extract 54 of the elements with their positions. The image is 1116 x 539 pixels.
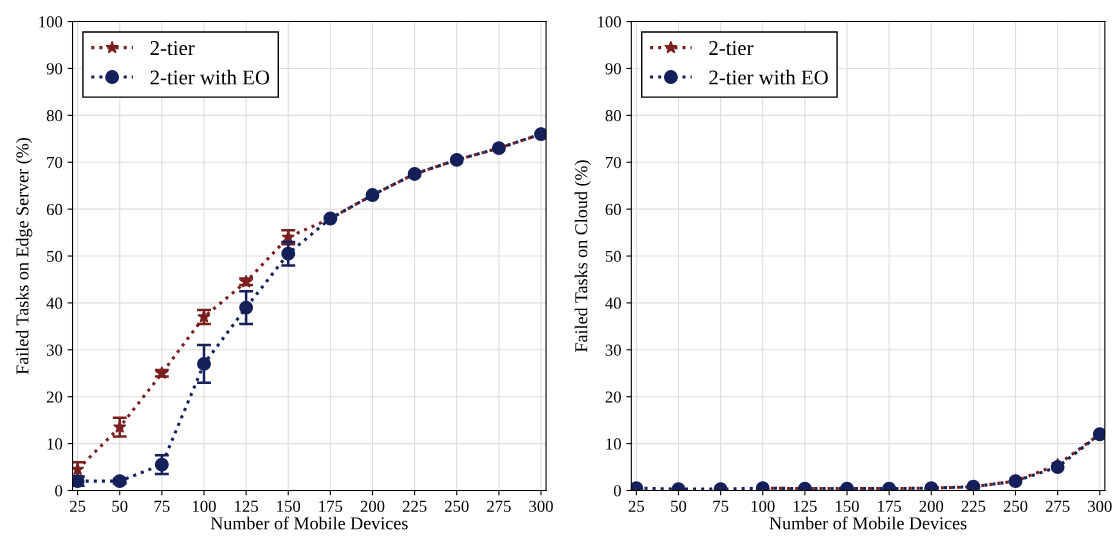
- y-tick-label: 40: [46, 297, 63, 309]
- y-tick-label: 0: [55, 485, 63, 497]
- y-tick-label: 50: [605, 250, 621, 262]
- x-tick-label: 100: [192, 500, 216, 512]
- x-axis-title: Number of Mobile Devices: [210, 516, 408, 530]
- legend-label: 2-tier: [709, 41, 754, 56]
- y-tick-label: 10: [606, 438, 621, 450]
- x-tick-label: 225: [961, 500, 986, 512]
- legend-label: 2-tier with EO: [150, 69, 270, 85]
- x-tick-label: 125: [235, 500, 258, 512]
- x-tick-label: 175: [319, 500, 343, 512]
- y-axis-title: Failed Tasks on Edge Server (%): [15, 138, 33, 375]
- y-tick-label: 100: [39, 16, 63, 28]
- y-tick-label: 90: [605, 63, 621, 75]
- legend-label: 2-tier with EO: [709, 69, 828, 85]
- y-tick-label: 100: [598, 16, 621, 28]
- x-tick-label: 300: [1088, 500, 1112, 512]
- legend-label: 2-tier: [150, 41, 195, 56]
- y-tick-label: 50: [47, 250, 63, 262]
- x-tick-label: 25: [628, 500, 645, 512]
- y-tick-label: 60: [46, 203, 63, 216]
- x-tick-label: 250: [444, 500, 469, 512]
- x-tick-label: 300: [529, 500, 553, 512]
- x-tick-label: 275: [487, 500, 511, 512]
- x-tick-label: 150: [277, 500, 301, 512]
- y-tick-label: 70: [47, 156, 63, 169]
- x-tick-label: 100: [751, 500, 775, 512]
- x-tick-label: 200: [360, 500, 385, 512]
- y-tick-label: 10: [47, 438, 63, 450]
- x-tick-label: 50: [112, 500, 128, 512]
- y-tick-label: 40: [605, 297, 621, 309]
- x-tick-label: 275: [1045, 500, 1070, 512]
- y-tick-label: 90: [46, 63, 63, 75]
- x-tick-label: 175: [878, 500, 901, 512]
- x-tick-label: 75: [713, 500, 729, 512]
- y-tick-label: 70: [606, 156, 621, 169]
- y-tick-label: 80: [46, 110, 63, 122]
- y-axis-title: Failed Tasks on Cloud (%): [574, 160, 592, 352]
- x-tick-label: 225: [402, 500, 427, 512]
- x-axis-title: Number of Mobile Devices: [769, 516, 967, 530]
- y-tick-label: 80: [605, 110, 621, 122]
- x-tick-label: 50: [671, 500, 687, 512]
- x-tick-label: 150: [835, 500, 859, 512]
- y-tick-label: 0: [613, 485, 621, 497]
- y-tick-label: 30: [46, 344, 63, 356]
- x-tick-label: 125: [793, 500, 817, 512]
- x-tick-label: 200: [919, 500, 944, 512]
- y-tick-label: 20: [605, 391, 621, 403]
- x-tick-label: 75: [154, 500, 170, 512]
- x-tick-label: 25: [69, 500, 86, 512]
- y-tick-label: 30: [605, 344, 621, 356]
- y-tick-label: 60: [605, 203, 621, 216]
- y-tick-label: 20: [46, 391, 63, 403]
- x-tick-label: 250: [1003, 500, 1028, 512]
